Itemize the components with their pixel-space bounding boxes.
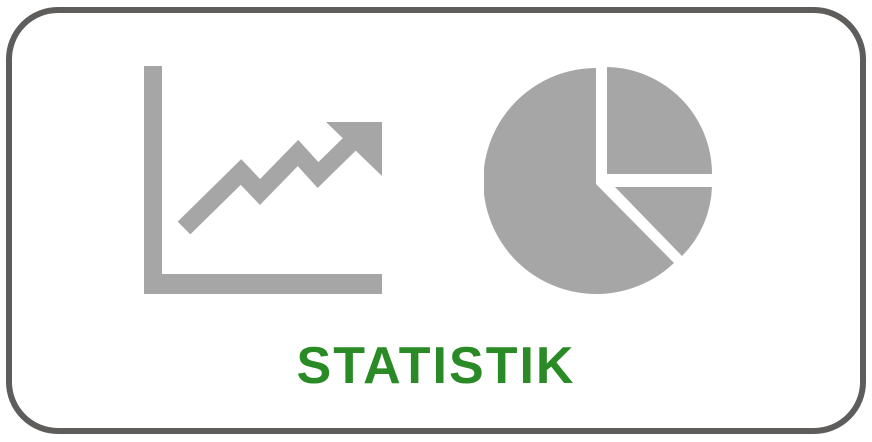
trend-line [177,125,369,235]
trend-arrowhead [326,122,382,176]
pie-slice-large [484,68,674,294]
tile-label: STATISTIK [296,337,576,395]
pie-slice-top-right [607,67,712,174]
pie-slice-small [615,187,712,256]
line-chart-icon [144,66,382,294]
pie-chart-icon [484,67,712,294]
